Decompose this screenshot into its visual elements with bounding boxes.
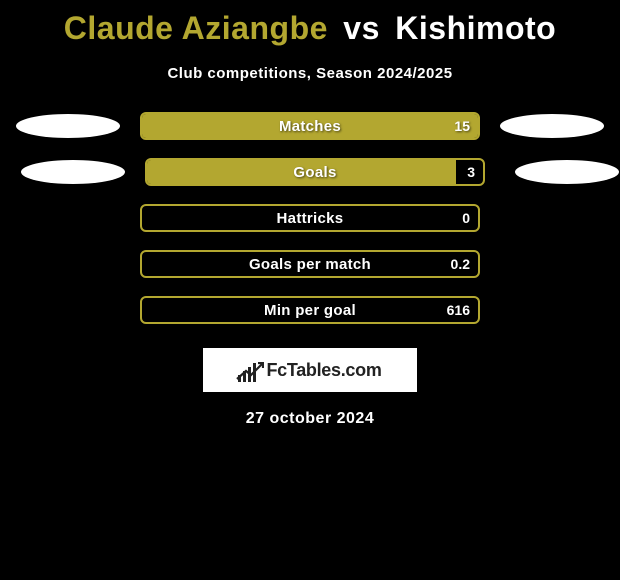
stat-bar: Goals3 (145, 158, 485, 186)
stat-bar: Hattricks0 (140, 204, 480, 232)
stat-row: Goals per match0.2 (0, 250, 620, 278)
stat-label: Goals (147, 160, 483, 184)
stat-row: Min per goal616 (0, 296, 620, 324)
stat-label: Hattricks (142, 206, 478, 230)
player1-ellipse (16, 114, 120, 138)
ellipse-placeholder (16, 298, 120, 322)
stat-label: Min per goal (142, 298, 478, 322)
stats-area: Matches15 Goals3 Hattricks0 Goals per match… (0, 112, 620, 324)
stat-bar: Matches15 (140, 112, 480, 140)
stat-label: Matches (142, 114, 478, 138)
stat-value: 0 (462, 206, 470, 230)
ellipse-placeholder (16, 252, 120, 276)
stat-row: Hattricks0 (0, 204, 620, 232)
player1-ellipse (21, 160, 125, 184)
chart-icon (238, 358, 262, 382)
ellipse-placeholder (16, 206, 120, 230)
player1-name: Claude Aziangbe (64, 10, 328, 46)
ellipse-placeholder (500, 206, 604, 230)
logo-box[interactable]: FcTables.com (203, 348, 417, 392)
date-text: 27 october 2024 (0, 410, 620, 428)
stat-value: 15 (454, 114, 470, 138)
ellipse-placeholder (500, 298, 604, 322)
stat-bar: Goals per match0.2 (140, 250, 480, 278)
logo-text: FcTables.com (266, 360, 381, 381)
ellipse-placeholder (500, 252, 604, 276)
stat-label: Goals per match (142, 252, 478, 276)
subtitle: Club competitions, Season 2024/2025 (0, 65, 620, 82)
stat-value: 616 (447, 298, 470, 322)
stat-value: 0.2 (451, 252, 470, 276)
stat-row: Goals3 (0, 158, 620, 186)
vs-text: vs (343, 10, 380, 46)
stat-row: Matches15 (0, 112, 620, 140)
page-title: Claude Aziangbe vs Kishimoto (0, 0, 620, 47)
stat-value: 3 (467, 160, 475, 184)
player2-name: Kishimoto (395, 10, 556, 46)
player2-ellipse (500, 114, 604, 138)
player2-ellipse (515, 160, 619, 184)
stat-bar: Min per goal616 (140, 296, 480, 324)
